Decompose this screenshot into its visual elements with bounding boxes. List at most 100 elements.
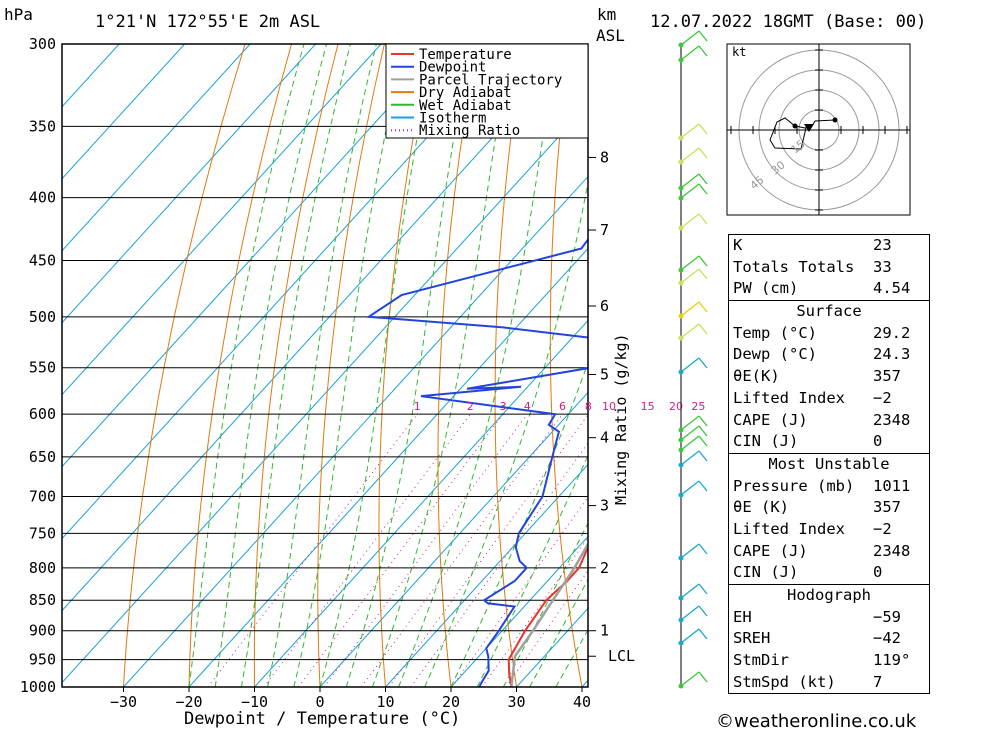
- index-label: CAPE (J): [733, 541, 808, 560]
- wind-barb-staff: [680, 183, 700, 199]
- index-label: CIN (J): [733, 432, 799, 451]
- index-row: EH −59: [729, 607, 929, 629]
- height-unit-asl-label: ASL: [596, 26, 625, 45]
- wind-barb-flag: [698, 255, 708, 267]
- copyright-footer: ©weatheronline.co.uk: [716, 711, 917, 732]
- x-tick-label: 40: [573, 693, 591, 711]
- x-tick-label: −20: [175, 693, 202, 711]
- index-value: 0: [873, 563, 883, 582]
- y-tick-label: 700: [29, 488, 56, 506]
- y-tick-label: 750: [29, 524, 56, 542]
- mixing-ratio-line: [323, 413, 528, 687]
- index-row: CIN (J) 0: [729, 562, 929, 584]
- wind-barb-flag: [698, 480, 708, 492]
- wind-barb-staff: [680, 543, 700, 559]
- index-value: 4.54: [873, 279, 911, 298]
- index-label: θE (K): [733, 498, 789, 517]
- wind-barb-staff: [680, 45, 700, 61]
- wind-barb-staff: [680, 173, 700, 189]
- wet-adiabat-line: [267, 44, 377, 687]
- wet-adiabat-line: [398, 44, 559, 687]
- index-value: 2348: [873, 541, 911, 560]
- index-label: Totals Totals: [733, 257, 855, 276]
- isotherm-line: [62, 44, 578, 612]
- mixing-ratio-line: [505, 569, 588, 687]
- wind-barb-flag: [698, 213, 708, 225]
- isotherm-line: [62, 44, 185, 180]
- y-tick-label: 950: [29, 651, 56, 669]
- index-value: −59: [873, 607, 901, 626]
- index-row: SREH −42: [729, 628, 929, 650]
- km-tick-label: 3: [600, 497, 609, 515]
- km-tick-label: 5: [600, 365, 609, 383]
- index-value: −2: [873, 519, 892, 538]
- x-tick-label: −10: [241, 693, 268, 711]
- wind-barb-staff: [680, 213, 700, 229]
- legend-entry: Temperature: [419, 47, 512, 63]
- wind-barb-staff: [680, 480, 700, 496]
- y-tick-label: 500: [29, 308, 56, 326]
- hodograph-index-section: Hodograph EH −59 SREH −42 StmDir 119° StmSpd (…: [729, 584, 929, 693]
- mixing-ratio-label: 20: [669, 400, 683, 413]
- index-row: StmSpd (kt) 7: [729, 672, 929, 694]
- isotherm-line: [62, 103, 588, 684]
- wet-adiabat-line: [450, 361, 588, 687]
- index-label: PW (cm): [733, 279, 799, 298]
- mixing-ratio-axis-label: Mixing Ratio (g/kg): [612, 333, 630, 505]
- isotherm-line: [450, 535, 588, 687]
- index-row: K 23: [729, 235, 929, 257]
- wind-barb-staff: [680, 323, 700, 339]
- isotherm-line: [62, 44, 120, 108]
- legend-box: [385, 43, 589, 139]
- index-row: Lifted Index −2: [729, 519, 929, 541]
- legend-entry: Wet Adiabat: [419, 98, 512, 114]
- index-value: 357: [873, 498, 901, 517]
- index-row: CIN (J) 0: [729, 431, 929, 453]
- index-label: Lifted Index: [733, 519, 845, 538]
- surface-title: Surface: [796, 302, 862, 321]
- wind-barb-flag: [698, 450, 708, 462]
- wind-barb-staff: [680, 255, 700, 271]
- wind-barb-flag: [698, 435, 708, 447]
- wet-adiabat-line: [424, 179, 588, 687]
- series-line-parcel-trajectory: [510, 541, 588, 687]
- wind-barb-staff: [680, 605, 700, 621]
- dry-adiabat-line: [253, 44, 339, 687]
- mixing-ratio-label: 10: [602, 400, 616, 413]
- most-unstable-section: Most Unstable Pressure (mb) 1011 θE (K) 357…: [729, 452, 929, 584]
- wind-barb-flag: [698, 173, 708, 185]
- y-tick-label: 800: [29, 559, 56, 577]
- wind-barb-flag: [698, 415, 708, 427]
- y-tick-label: 300: [29, 35, 56, 53]
- plot-frame: [61, 43, 589, 688]
- km-tick-label: 6: [600, 297, 609, 315]
- mixing-ratio-line: [263, 413, 471, 687]
- legend-entry: Mixing Ratio: [419, 123, 520, 139]
- mixing-ratio-label: 6: [559, 400, 566, 413]
- indices-table: K 23 Totals Totals 33 PW (cm) 4.54 Surface Te…: [728, 234, 930, 695]
- wind-barb-flag: [698, 671, 708, 683]
- index-row: PW (cm) 4.54: [729, 278, 929, 300]
- index-label: SREH: [733, 629, 771, 648]
- index-value: 1011: [873, 476, 911, 495]
- hodograph-unit: kt: [732, 45, 747, 59]
- km-tick-label: 4: [600, 429, 609, 447]
- isotherm-line: [188, 247, 588, 687]
- dry-adiabat-line: [437, 44, 478, 687]
- isotherm-line: [62, 44, 382, 396]
- index-row: θE(K) 357: [729, 366, 929, 388]
- wind-barb-staff: [680, 425, 700, 441]
- hodograph-point: [832, 117, 838, 123]
- index-row: Lifted Index −2: [729, 388, 929, 410]
- isotherm-line: [62, 44, 447, 468]
- km-tick-label: 1: [600, 622, 609, 640]
- index-label: Temp (°C): [733, 323, 817, 342]
- wet-adiabat-line: [529, 578, 588, 687]
- most-unstable-title: Most Unstable: [768, 454, 890, 473]
- dry-adiabat-line: [123, 44, 246, 687]
- wind-barb-flag: [698, 301, 708, 313]
- x-axis-label: Dewpoint / Temperature (°C): [184, 709, 461, 729]
- index-label: Dewp (°C): [733, 345, 817, 364]
- pressure-unit-label: hPa: [4, 5, 33, 24]
